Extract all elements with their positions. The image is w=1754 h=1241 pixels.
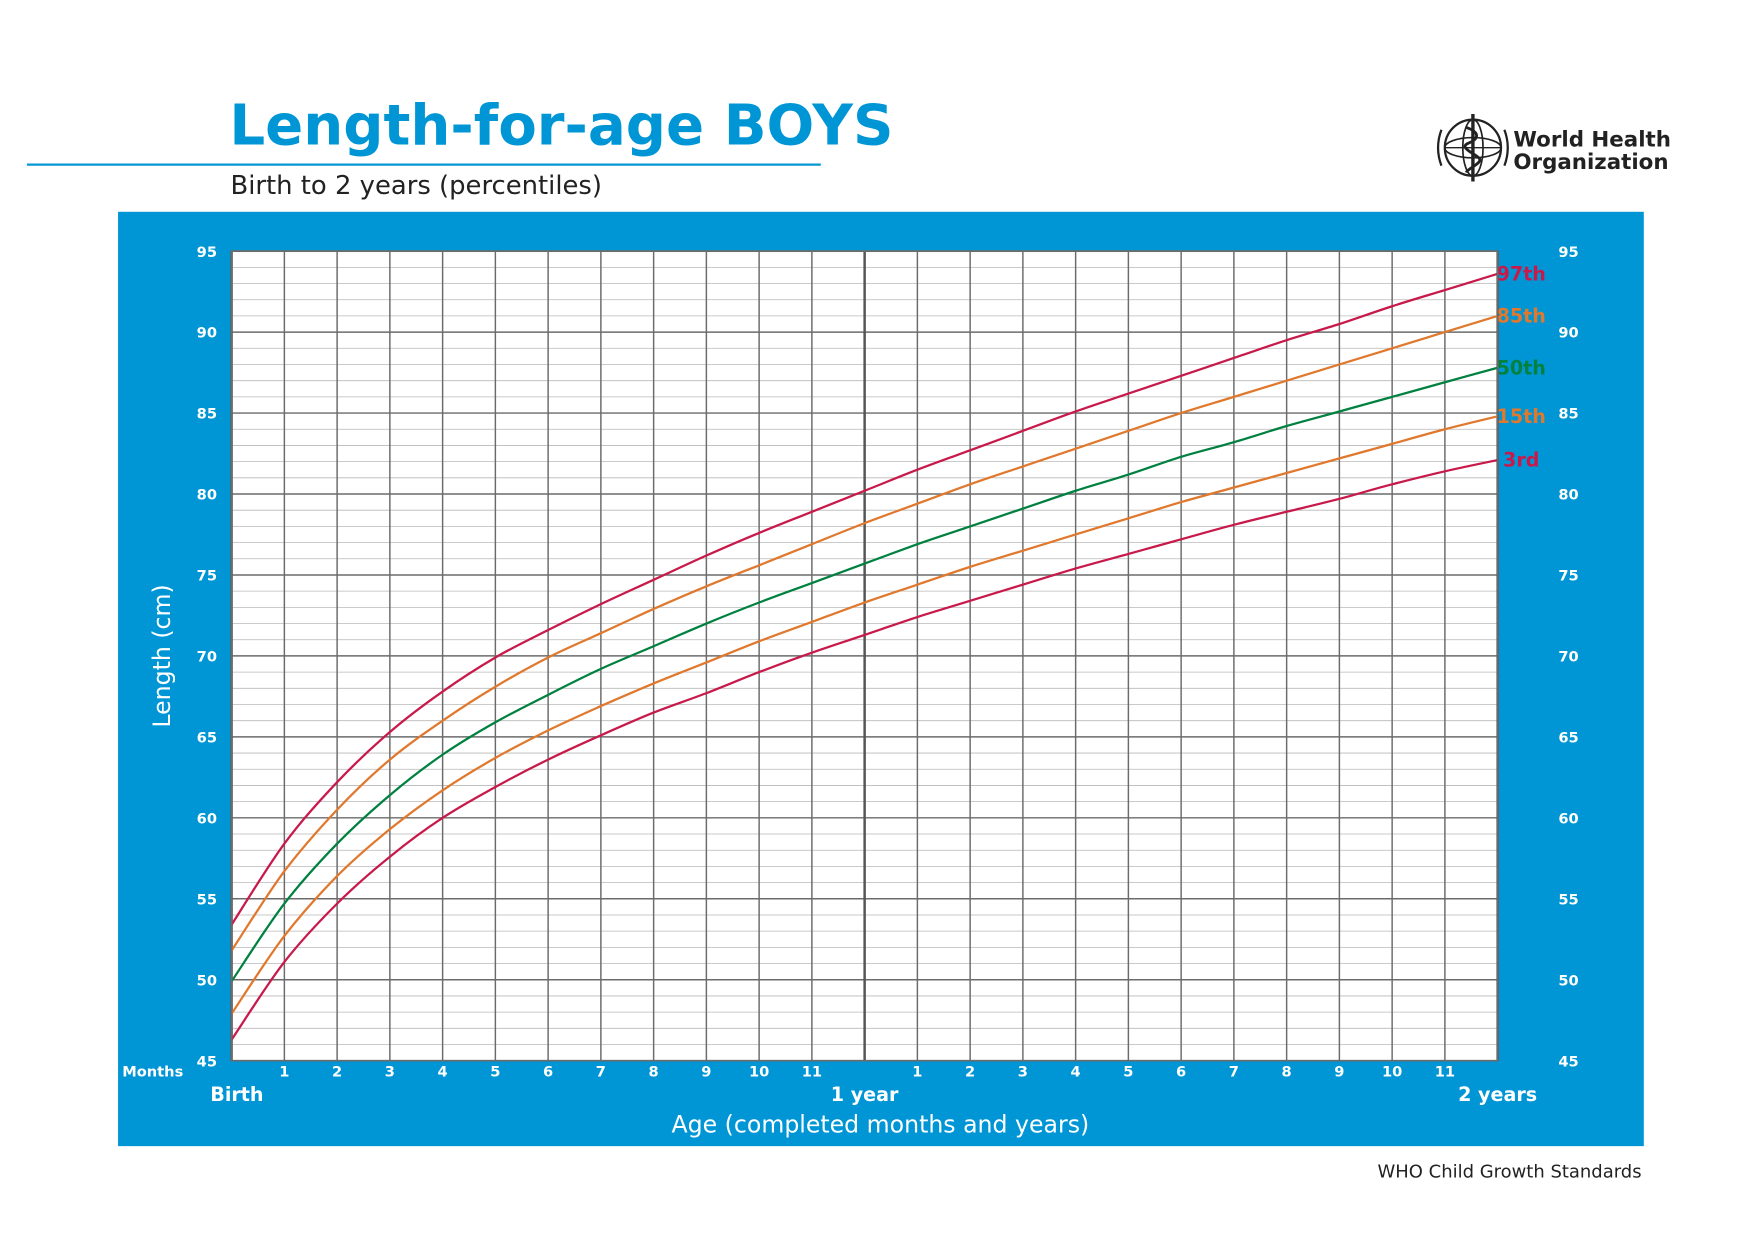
y-tick-label-left: 80 [197,487,217,504]
x-tick-label: 7 [596,1063,606,1080]
y-tick-label-left: 45 [197,1053,217,1070]
y-tick-label-right: 75 [1558,568,1578,585]
x-tick-label: 11 [1435,1063,1455,1080]
series-label-15th: 15th [1497,405,1546,428]
x-tick-label: 11 [802,1063,822,1080]
x-tick-label: 3 [1018,1063,1028,1080]
x-tick-label: 2 [965,1063,975,1080]
footer-standards: WHO Child Growth Standards [1378,1162,1642,1183]
x-tick-label: 7 [1229,1063,1239,1080]
y-tick-label-right: 45 [1558,1053,1578,1070]
page-title: Length-for-age BOYS [229,93,893,158]
x-tick-label: 6 [1176,1063,1186,1080]
y-tick-label-right: 80 [1558,487,1578,504]
y-tick-label-right: 90 [1558,325,1578,342]
y-tick-label-right: 85 [1558,406,1578,423]
x-tick-label: 4 [1071,1063,1081,1080]
percentile-labels: 97th 85th 50th 15th 3rd [1497,263,1546,472]
series-label-85th: 85th [1497,305,1546,328]
x-tick-label: 10 [749,1063,769,1080]
x-year-label: Birth [210,1083,263,1106]
y-tick-label-right: 55 [1558,891,1578,908]
y-tick-label-left: 70 [197,649,217,666]
series-line-15th [230,415,1498,1015]
x-tick-label: 1 [279,1063,289,1080]
x-year-label: 2 years [1458,1083,1537,1106]
x-tick-label: 6 [543,1063,553,1080]
series-line-50th [230,366,1498,982]
series-label-3rd: 3rd [1503,449,1539,472]
y-tick-label-left: 75 [197,568,217,585]
y-tick-label-right: 70 [1558,649,1578,666]
y-axis-title: Length (cm) [148,584,176,727]
x-tick-label: 5 [1123,1063,1133,1080]
y-tick-label-right: 95 [1558,244,1578,261]
series-line-97th [230,272,1498,926]
y-tick-label-left: 85 [197,406,217,423]
y-tick-label-left: 60 [197,810,217,827]
percentile-curves [230,272,1498,1041]
x-tick-label: 9 [1334,1063,1344,1080]
y-tick-label-left: 50 [197,972,217,989]
x-tick-label: 3 [385,1063,395,1080]
x-axis-title: Age (completed months and years) [672,1111,1090,1139]
x-tick-label: 8 [649,1063,659,1080]
x-tick-label: 9 [701,1063,711,1080]
y-tick-label-right: 60 [1558,810,1578,827]
series-line-85th [230,314,1498,952]
series-line-3rd [230,458,1498,1041]
y-tick-label-left: 90 [197,325,217,342]
x-tick-label: 4 [438,1063,448,1080]
org-name-line2: Organization [1513,150,1668,175]
x-tick-label: 10 [1382,1063,1402,1080]
y-tick-label-right: 50 [1558,972,1578,989]
x-tick-label: 5 [490,1063,500,1080]
plot-frame [230,250,1499,1062]
y-tick-label-left: 55 [197,891,217,908]
x-tick-label: 1 [912,1063,922,1080]
y-tick-label-right: 65 [1558,729,1578,746]
months-axis-label: Months [122,1063,183,1080]
who-emblem-icon [1436,113,1509,182]
x-year-label: 1 year [831,1083,899,1106]
series-label-50th: 50th [1497,356,1546,379]
y-tick-label-left: 65 [197,729,217,746]
series-label-97th: 97th [1497,263,1546,286]
org-name-line1: World Health [1513,128,1671,153]
page-subtitle: Birth to 2 years (percentiles) [230,171,602,201]
y-tick-label-left: 95 [197,244,217,261]
x-tick-label: 8 [1282,1063,1292,1080]
x-tick-label: 2 [332,1063,342,1080]
